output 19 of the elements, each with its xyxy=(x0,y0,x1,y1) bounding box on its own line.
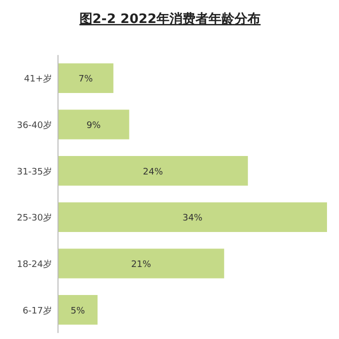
chart-title: 图2-2 2022年消费者年龄分布 xyxy=(79,12,261,27)
y-tick-label: 41+岁 xyxy=(24,74,52,85)
data-label: 5% xyxy=(70,306,86,316)
bar xyxy=(58,295,98,325)
y-tick-label: 31-35岁 xyxy=(16,166,52,178)
bar xyxy=(58,63,114,93)
y-tick-label: 25-30岁 xyxy=(16,212,52,224)
data-label: 24% xyxy=(142,167,164,178)
data-label: 34% xyxy=(182,214,203,224)
data-label: 21% xyxy=(131,260,152,270)
y-tick-label: 18-24岁 xyxy=(16,259,52,270)
bar xyxy=(58,110,130,140)
bar xyxy=(58,248,224,278)
y-tick-label: 6-17岁 xyxy=(22,305,52,316)
y-tick-label: 36-40岁 xyxy=(16,120,52,131)
data-label: 9% xyxy=(86,121,102,131)
bar xyxy=(58,202,327,232)
bar xyxy=(58,156,248,186)
data-label: 7% xyxy=(78,74,94,85)
